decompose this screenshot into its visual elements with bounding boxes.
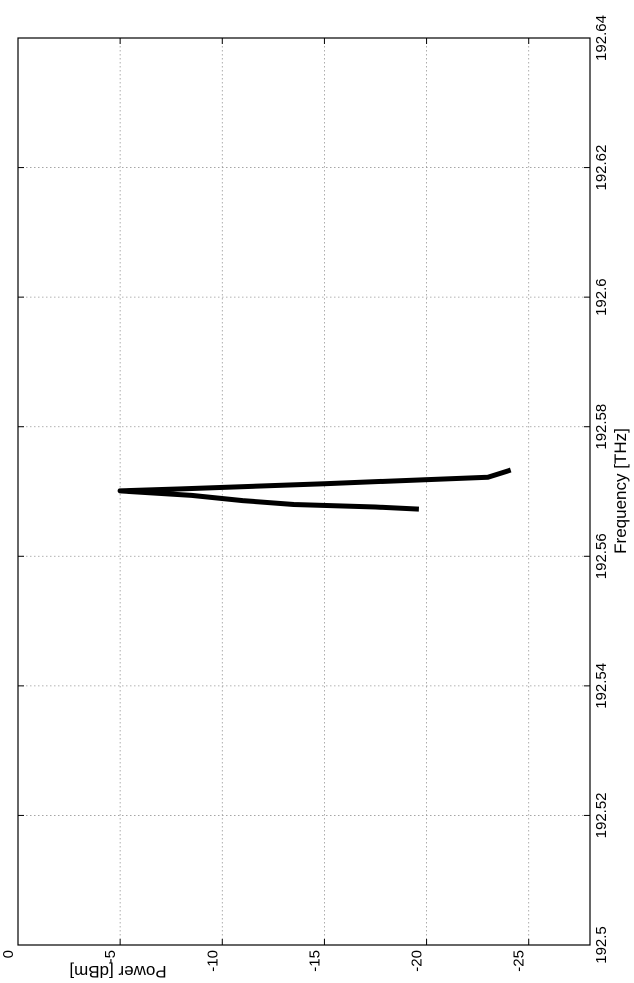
plot-frame [17, 37, 591, 946]
data-point [507, 470, 509, 472]
y-tick-label: 0 [0, 950, 17, 958]
data-point [487, 476, 489, 478]
y-tick-label: -20 [409, 950, 426, 972]
x-tick-label: 192.54 [593, 663, 610, 709]
y-tick-label: -15 [306, 950, 323, 972]
tick-labels: 192.5 192.52 192.54 192.56 192.58 192.6 192.62… [0, 15, 610, 972]
y-tick-label: -5 [102, 950, 119, 963]
y-tick-label: -10 [204, 950, 221, 972]
x-tick-label: 192.62 [593, 145, 610, 191]
series-layer [117, 467, 512, 512]
grid-lines [18, 38, 590, 945]
y-tick-label: -25 [511, 950, 528, 972]
data-point [293, 503, 295, 505]
data-point [415, 508, 417, 510]
x-axis-title: Frequency [THz] [611, 428, 630, 554]
x-tick-label: 192.6 [593, 278, 610, 316]
spectrum-line [117, 467, 512, 512]
x-tick-label: 192.5 [593, 926, 610, 964]
axis-ticks [17, 37, 590, 946]
x-tick-label: 192.56 [593, 533, 610, 579]
data-point [323, 483, 325, 485]
y-axis-title: Power [dBm] [69, 962, 166, 981]
data-point [180, 488, 182, 490]
x-tick-label: 192.64 [593, 15, 610, 61]
x-tick-label: 192.58 [593, 404, 610, 450]
data-point [191, 494, 193, 496]
x-tick-label: 192.52 [593, 792, 610, 838]
data-point [242, 500, 244, 502]
data-point [375, 506, 376, 508]
data-point [119, 490, 121, 492]
